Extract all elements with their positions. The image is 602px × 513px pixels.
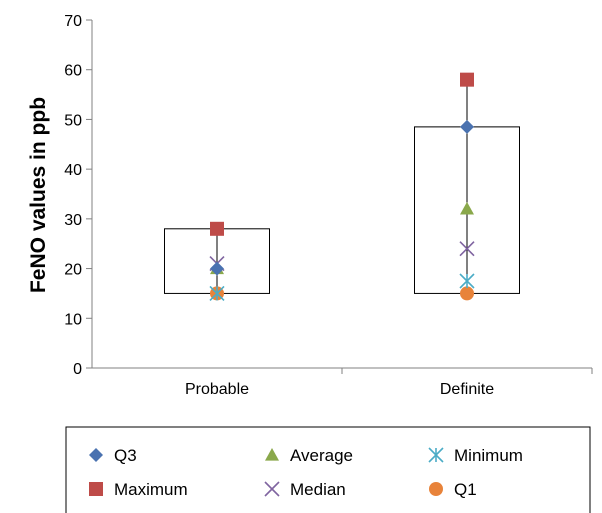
marker-minimum-definite [459,273,475,289]
x-tick-label: Probable [185,381,249,398]
legend-label: Q1 [454,480,477,499]
y-tick-label: 10 [64,311,82,328]
marker-q3-definite [460,119,474,134]
legend-marker-median [264,481,280,497]
legend: Q3 Average Minimum Maximum Median Q1 [65,426,591,513]
y-tick-label: 20 [64,262,82,279]
y-tick-label: 40 [64,162,82,179]
x-tick-label: Definite [440,381,494,398]
y-tick-label: 70 [64,13,82,30]
marker-maximum-probable [210,221,224,236]
marker-median-definite [459,241,475,257]
x-stroke [264,481,280,497]
legend-marker-minimum [428,447,444,463]
legend-marker-q1 [429,482,443,496]
x-stroke [459,241,475,257]
y-axis: 0 10 20 30 40 50 60 70 [64,13,93,378]
marker-q1-definite [460,286,474,301]
y-tick-label: 60 [64,63,82,80]
x-axis: Probable Definite [92,367,593,398]
legend-label: Q3 [114,446,137,465]
marker-q3-probable [210,261,224,276]
series-markers [209,72,475,301]
y-tick-label: 30 [64,212,82,229]
legend-marker-maximum [89,482,103,496]
marker-maximum-definite [460,72,474,87]
box-plots [164,79,520,294]
legend-label: Minimum [454,446,523,465]
marker-average-definite [460,201,474,215]
y-tick-label: 0 [73,361,82,378]
y-axis-title: FeNO values in ppb [27,97,50,293]
marker-minimum-probable [209,285,225,301]
y-tick-label: 50 [64,112,82,129]
legend-box [65,426,591,513]
legend-marker-average [265,448,279,461]
legend-label: Maximum [114,480,188,499]
legend-marker-q3 [89,448,103,462]
legend-label: Median [290,480,346,499]
legend-label: Average [290,446,353,465]
